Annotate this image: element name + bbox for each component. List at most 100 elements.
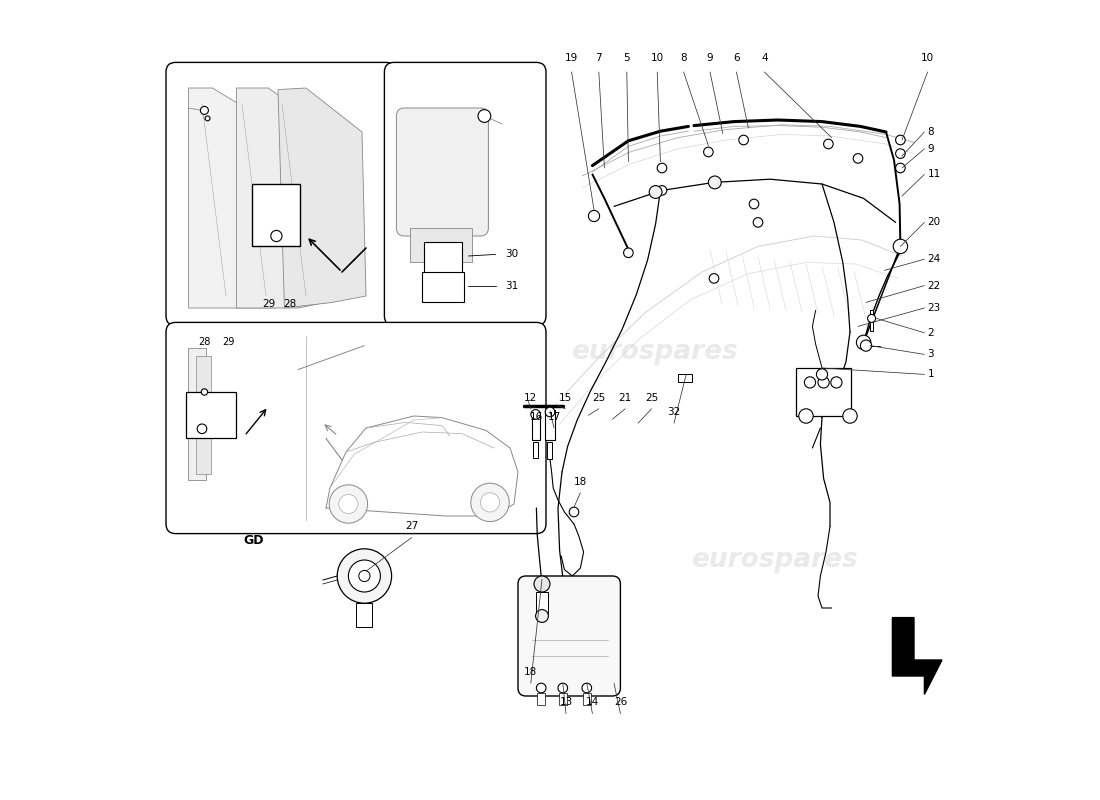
Circle shape — [197, 424, 207, 434]
Text: 8: 8 — [927, 127, 934, 137]
FancyBboxPatch shape — [384, 62, 546, 326]
Circle shape — [582, 683, 592, 693]
Bar — [188, 348, 206, 480]
Text: 11: 11 — [927, 170, 940, 179]
Text: 9: 9 — [706, 53, 713, 62]
Circle shape — [657, 186, 667, 195]
FancyBboxPatch shape — [166, 62, 396, 326]
FancyBboxPatch shape — [166, 322, 546, 534]
Circle shape — [206, 116, 210, 121]
Bar — [252, 184, 300, 246]
Circle shape — [895, 163, 905, 173]
Text: 13: 13 — [560, 698, 573, 707]
Text: 9: 9 — [927, 144, 934, 154]
Bar — [534, 442, 538, 458]
Circle shape — [481, 493, 499, 512]
Text: 2: 2 — [927, 328, 934, 338]
Bar — [531, 412, 540, 440]
Text: 17: 17 — [548, 412, 561, 422]
Circle shape — [895, 135, 905, 145]
Text: 24: 24 — [927, 254, 940, 264]
Bar — [870, 310, 873, 331]
Bar — [559, 693, 566, 705]
Circle shape — [339, 494, 358, 514]
Text: 3: 3 — [927, 350, 934, 359]
FancyBboxPatch shape — [396, 108, 488, 236]
Polygon shape — [188, 88, 306, 308]
Text: 21: 21 — [618, 393, 631, 402]
Circle shape — [471, 483, 509, 522]
Text: eurospares: eurospares — [691, 547, 857, 573]
Circle shape — [624, 248, 634, 258]
Text: 1: 1 — [927, 370, 934, 379]
Polygon shape — [892, 618, 942, 694]
Circle shape — [804, 377, 815, 388]
Bar — [796, 368, 850, 416]
Text: 19: 19 — [565, 53, 579, 62]
Circle shape — [588, 210, 600, 222]
Text: 22: 22 — [927, 281, 940, 290]
Text: 8: 8 — [680, 53, 686, 62]
Bar — [422, 272, 463, 302]
Text: 29: 29 — [222, 337, 234, 346]
Bar — [537, 592, 548, 614]
Bar — [410, 228, 472, 262]
Circle shape — [749, 199, 759, 209]
Circle shape — [754, 218, 762, 227]
Bar — [546, 410, 554, 440]
Text: 12: 12 — [525, 393, 538, 402]
Circle shape — [649, 186, 662, 198]
Circle shape — [546, 407, 554, 417]
Circle shape — [799, 409, 813, 423]
Circle shape — [201, 389, 208, 395]
Circle shape — [710, 178, 718, 187]
Polygon shape — [278, 88, 366, 308]
Circle shape — [824, 139, 833, 149]
Text: 10: 10 — [921, 53, 934, 62]
Circle shape — [329, 485, 367, 523]
Circle shape — [893, 239, 907, 254]
Circle shape — [710, 274, 718, 283]
Circle shape — [739, 135, 748, 145]
Text: 28: 28 — [284, 299, 297, 309]
Circle shape — [843, 409, 857, 423]
Text: 29: 29 — [262, 299, 275, 309]
Text: 31: 31 — [505, 281, 518, 290]
Text: 18: 18 — [525, 667, 538, 677]
Circle shape — [558, 683, 568, 693]
Circle shape — [818, 377, 829, 388]
Text: 23: 23 — [927, 303, 940, 313]
Circle shape — [708, 176, 722, 189]
Text: 18: 18 — [574, 477, 587, 486]
Text: eurospares: eurospares — [571, 339, 737, 365]
Text: 32: 32 — [668, 407, 681, 417]
Circle shape — [478, 110, 491, 122]
Text: 28: 28 — [198, 337, 210, 346]
Text: 16: 16 — [530, 412, 543, 422]
Bar — [356, 603, 373, 627]
Text: 7: 7 — [595, 53, 602, 62]
Circle shape — [830, 377, 842, 388]
Circle shape — [200, 106, 208, 114]
Text: 6: 6 — [733, 53, 739, 62]
Bar — [186, 392, 235, 438]
Bar — [424, 242, 462, 274]
Bar — [197, 356, 211, 474]
Text: 25: 25 — [592, 393, 605, 402]
Text: 4: 4 — [761, 53, 768, 62]
Text: 30: 30 — [505, 250, 518, 259]
Bar — [537, 693, 546, 705]
Circle shape — [537, 683, 546, 693]
Circle shape — [536, 610, 549, 622]
Text: 14: 14 — [586, 698, 600, 707]
Circle shape — [854, 154, 862, 163]
Text: GD: GD — [244, 534, 264, 546]
Circle shape — [704, 147, 713, 157]
Circle shape — [271, 230, 282, 242]
Circle shape — [569, 507, 579, 517]
Circle shape — [868, 314, 876, 322]
Circle shape — [534, 576, 550, 592]
Circle shape — [895, 149, 905, 158]
Text: 10: 10 — [650, 53, 663, 62]
Circle shape — [657, 163, 667, 173]
